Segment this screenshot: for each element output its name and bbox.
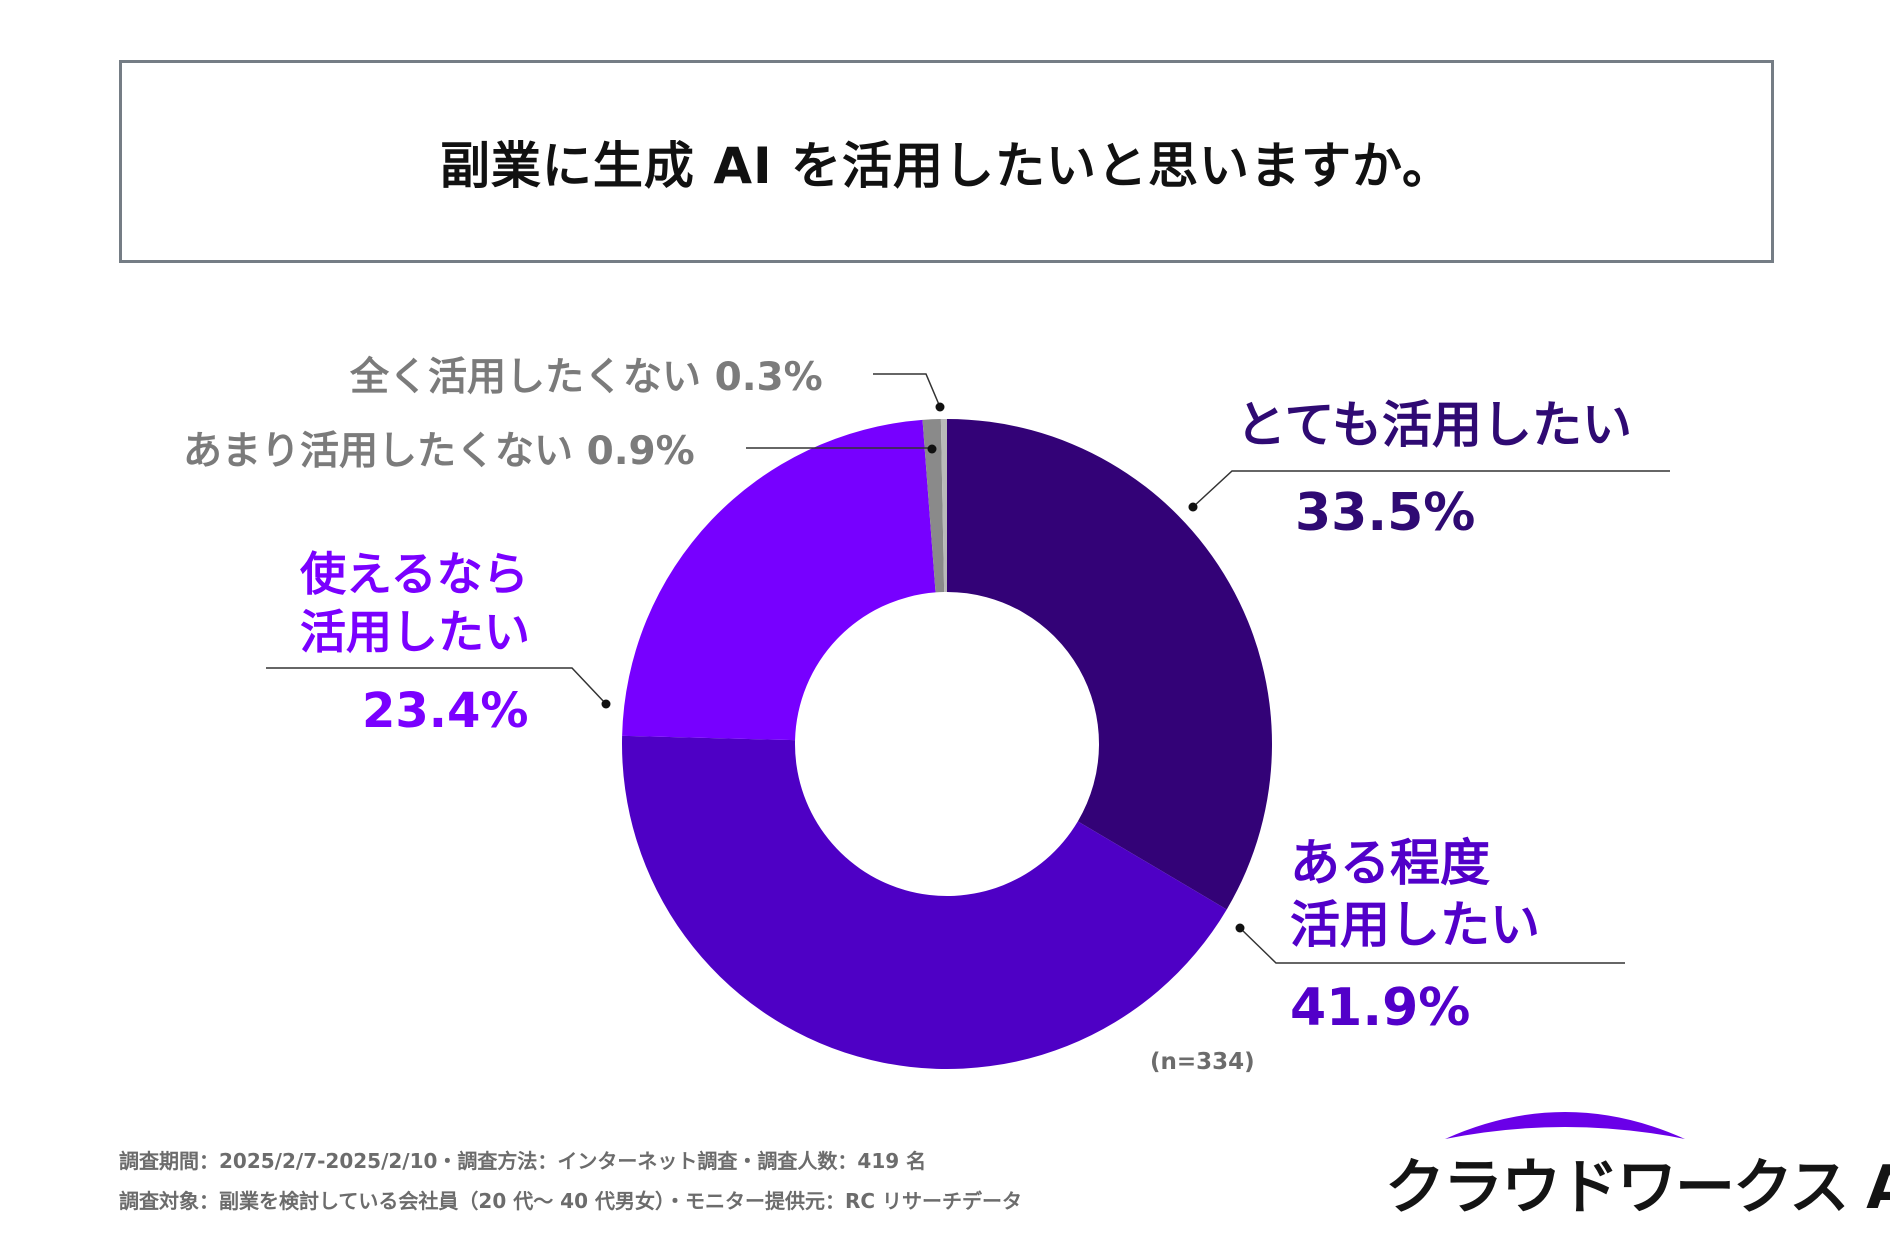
value-if-usable: 23.4% <box>362 683 529 739</box>
slice-not-much <box>922 419 945 593</box>
slice-somewhat <box>622 735 1227 1070</box>
leader-line-if-usable <box>266 667 607 705</box>
slice-very-much <box>947 419 1273 910</box>
label-very-much: とても活用したい <box>1236 396 1632 454</box>
title-box: 副業に生成 AI を活用したいと思いますか。 <box>119 60 1774 263</box>
footer-survey-info: 調査期間：2025/2/7-2025/2/10・調査方法：インターネット調査・調… <box>119 1149 927 1173</box>
footer-survey-target: 調査対象：副業を検討している会社員（20 代～ 40 代男女）・モニター提供元：… <box>119 1189 1022 1213</box>
label-if-usable-line2: 活用したい <box>300 605 530 659</box>
value-somewhat: 41.9% <box>1290 978 1470 1038</box>
sample-size-note: (n=334) <box>1150 1049 1255 1075</box>
leader-line-very-much <box>1192 470 1670 508</box>
logo-arc-icon <box>1445 1112 1685 1139</box>
label-not-at-all: 全く活用したくない 0.3% <box>349 355 823 400</box>
logo-text: クラウドワークス AI <box>1385 1153 1890 1223</box>
label-if-usable-line1: 使えるなら <box>300 547 529 601</box>
label-somewhat-line1: ある程度 <box>1290 834 1490 892</box>
leader-dot-not-at-all <box>935 402 945 412</box>
label-not-much: あまり活用したくない 0.9% <box>183 429 695 474</box>
company-logo: クラウドワークス AI <box>1385 1095 1890 1223</box>
donut-slices <box>622 419 1273 1070</box>
leader-line-somewhat <box>1239 927 1625 964</box>
leader-line-not-at-all <box>873 373 941 408</box>
leader-dot-somewhat <box>1235 923 1245 933</box>
page-title: 副業に生成 AI を活用したいと思いますか。 <box>439 136 1454 195</box>
leader-dot-not-much <box>927 444 937 454</box>
slice-not-at-all <box>940 419 947 593</box>
value-very-much: 33.5% <box>1295 483 1475 543</box>
label-somewhat-line2: 活用したい <box>1290 896 1540 954</box>
slice-if-usable <box>622 419 936 741</box>
leader-dot-if-usable <box>601 699 611 709</box>
leader-dot-very-much <box>1188 502 1198 512</box>
